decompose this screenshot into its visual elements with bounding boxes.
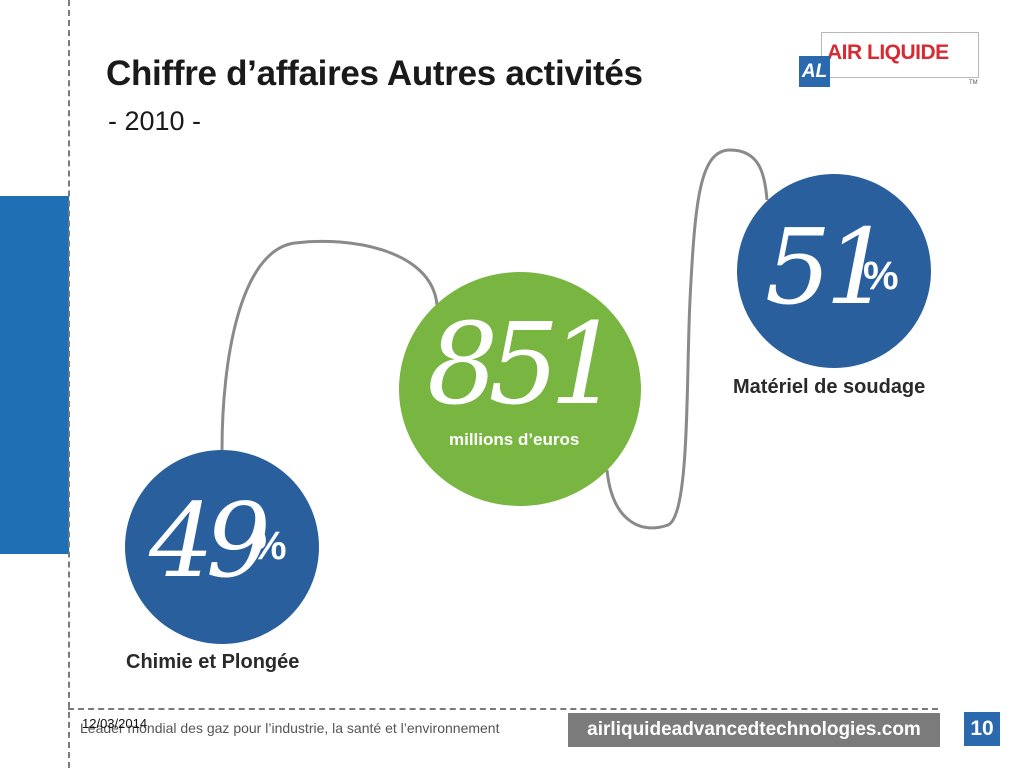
slide-title: Chiffre d’affaires Autres activités — [106, 54, 643, 93]
segment-percent-value: 49 — [149, 482, 271, 601]
footer-dashed-rule — [68, 708, 938, 710]
total-revenue-value: 851 — [427, 300, 621, 430]
logo-frame — [821, 32, 979, 78]
footer-date: 12/03/2014 — [82, 716, 148, 731]
total-revenue-circle: 851 millions d’euros — [399, 272, 641, 506]
percent-sign: % — [251, 524, 287, 568]
logo-mark-icon: AL — [799, 56, 830, 87]
segment-circle-soudage: 51 % — [737, 174, 931, 368]
connector-left-to-center — [220, 239, 439, 451]
side-accent-band — [0, 196, 69, 554]
segment-percent-value: 51 — [765, 206, 891, 328]
percent-sign: % — [863, 254, 899, 298]
vertical-dashed-rule — [68, 0, 70, 768]
footer-tagline: Leader mondial des gaz pour l’industrie,… — [80, 720, 500, 736]
segment-circle-chimie: 49 % — [125, 450, 319, 644]
website-link[interactable]: airliquideadvancedtechnologies.com — [568, 713, 940, 747]
logo-trademark: TM — [969, 80, 978, 86]
air-liquide-logo: AIR LIQUIDE AL TM — [799, 30, 979, 90]
slide-subtitle: - 2010 - — [108, 106, 202, 136]
total-revenue-unit: millions d’euros — [449, 430, 580, 449]
page-number: 10 — [964, 712, 1000, 746]
segment-label-chimie: Chimie et Plongée — [126, 651, 300, 673]
segment-label-soudage: Matériel de soudage — [733, 376, 926, 398]
connector-center-to-right — [605, 148, 769, 530]
logo-wordmark: AIR LIQUIDE — [827, 41, 949, 64]
